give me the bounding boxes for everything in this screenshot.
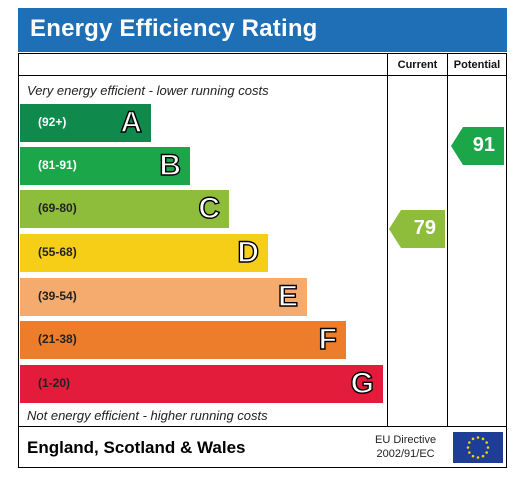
band-range: (92+) — [38, 115, 67, 129]
band-a: (92+) A — [20, 104, 151, 142]
eu-star-icon — [468, 441, 471, 444]
eu-directive-line2: 2002/91/EC — [376, 448, 435, 460]
eu-star-icon — [471, 437, 475, 441]
rating-chart: Current Potential Very energy efficient … — [18, 53, 507, 427]
header-divider — [19, 75, 506, 76]
footer-region: England, Scotland & Wales — [27, 438, 246, 457]
eu-star-icon — [471, 454, 475, 458]
page-title: Energy Efficiency Rating — [30, 15, 318, 42]
eu-star-icon — [466, 446, 470, 449]
caption-inefficient: Not energy efficient - higher running co… — [27, 408, 268, 423]
band-range: (39-54) — [38, 289, 77, 303]
current-rating-arrow: 79 — [389, 210, 445, 248]
title-bar: Energy Efficiency Rating — [18, 8, 507, 52]
potential-rating-arrow: 91 — [451, 127, 504, 165]
band-letter: C — [198, 191, 221, 225]
band-letter: E — [277, 279, 298, 313]
eu-flag-icon — [453, 432, 503, 463]
eu-star-icon — [476, 436, 480, 439]
band-range: (55-68) — [38, 245, 77, 259]
column-divider-potential — [447, 54, 448, 426]
band-letter: D — [237, 235, 260, 269]
eu-star-icon — [476, 456, 480, 459]
current-rating-value: 79 — [413, 217, 436, 239]
potential-rating-value: 91 — [472, 134, 495, 156]
band-range: (21-38) — [38, 332, 77, 346]
band-letter: F — [318, 322, 338, 356]
band-c: (69-80) C — [20, 190, 229, 228]
eu-star-icon — [468, 451, 471, 454]
band-letter: G — [350, 366, 375, 400]
eu-star-icon — [485, 451, 488, 454]
column-divider-current — [387, 54, 388, 426]
band-f: (21-38) F — [20, 321, 346, 359]
band-letter: B — [159, 148, 182, 182]
eu-star-icon — [485, 441, 488, 444]
band-g: (1-20) G — [20, 365, 383, 403]
eu-star-icon — [486, 446, 490, 449]
column-header-current: Current — [397, 59, 438, 71]
band-range: (1-20) — [38, 376, 71, 390]
eu-star-icon — [481, 437, 485, 441]
current-arrow-shape — [389, 210, 445, 248]
eu-stars-icon — [466, 436, 490, 459]
band-range: (81-91) — [38, 158, 77, 172]
eu-directive-line1: EU Directive — [375, 434, 437, 446]
footer: England, Scotland & Wales EU Directive 2… — [18, 426, 507, 468]
caption-efficient: Very energy efficient - lower running co… — [27, 83, 269, 98]
band-letter: A — [120, 105, 143, 139]
band-d: (55-68) D — [20, 234, 268, 272]
potential-arrow-shape — [451, 127, 504, 165]
eu-directive: EU Directive 2002/91/EC — [375, 433, 436, 461]
band-e: (39-54) E — [20, 278, 307, 316]
eu-star-icon — [481, 454, 485, 458]
column-header-potential: Potential — [453, 59, 501, 71]
band-range: (69-80) — [38, 201, 77, 215]
band-b: (81-91) B — [20, 147, 190, 185]
